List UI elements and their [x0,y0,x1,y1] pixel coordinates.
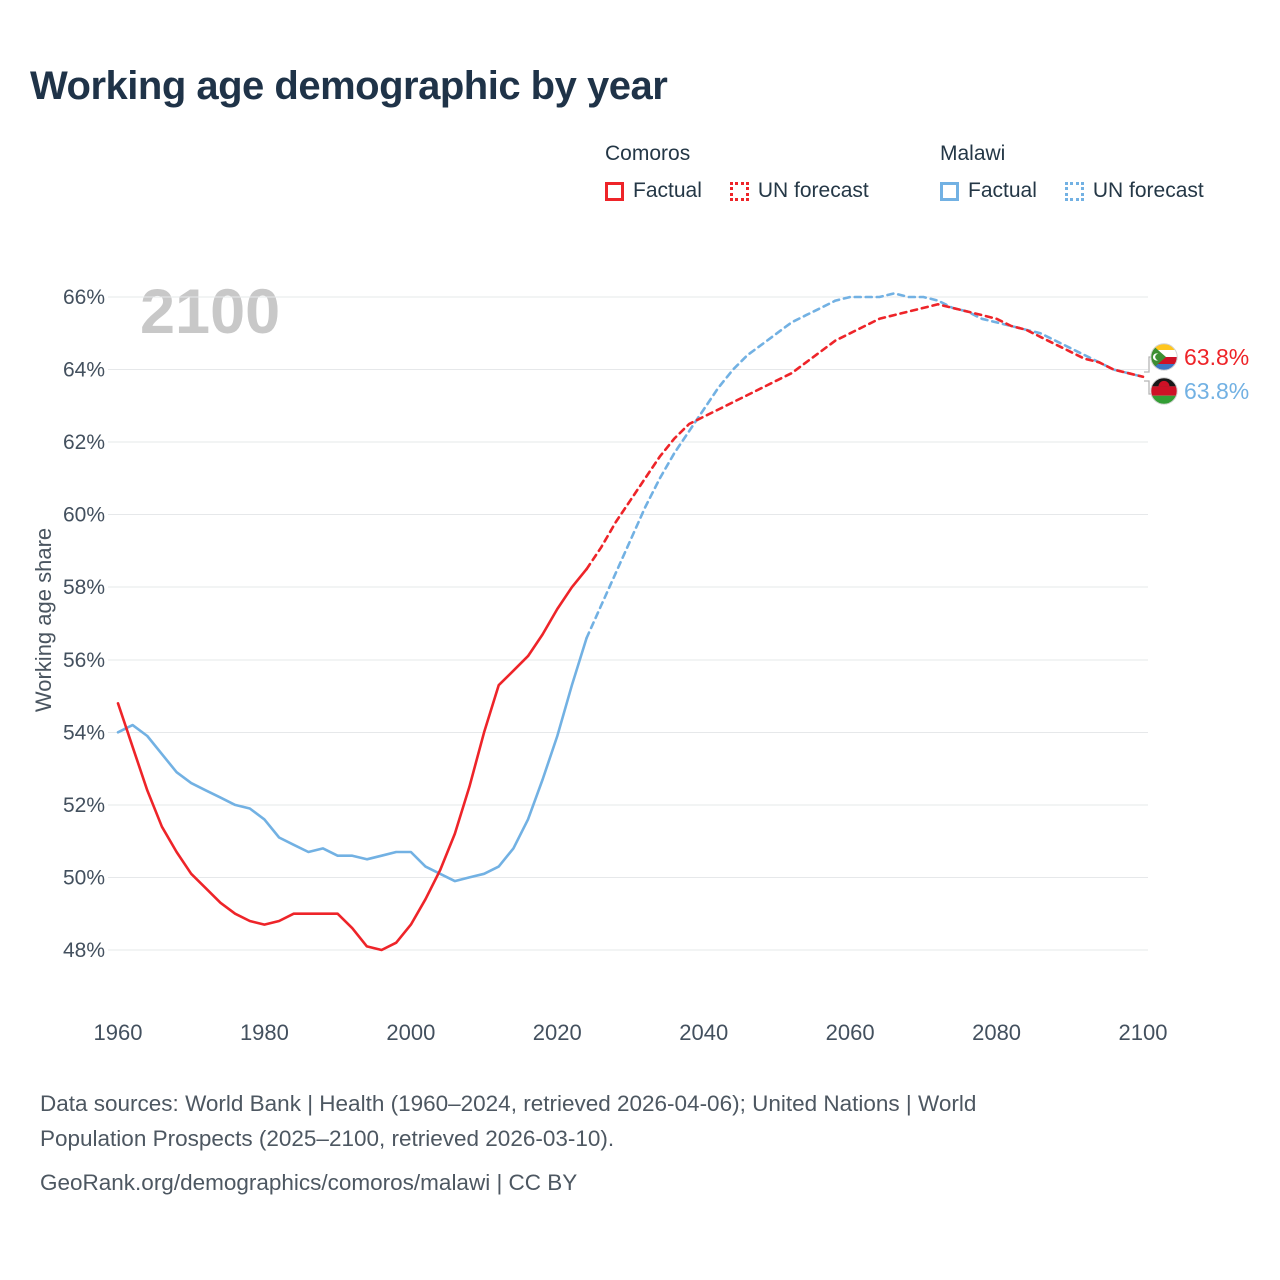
legend-country-comoros: Comoros [605,142,691,165]
y-tick-label: 66% [63,286,105,309]
y-tick-label: 58% [63,576,105,599]
series-line-malawi-factual[interactable] [116,636,588,883]
data-sources-note: Data sources: World Bank | Health (1960–… [40,1086,976,1200]
x-tick-label: 2080 [972,1020,1021,1045]
series-line-malawi-un-forecast[interactable] [585,292,1145,640]
legend-item-comoros-factual[interactable]: Factual [605,179,702,203]
legend-group-malawi: Malawi Factual UN forecast [940,142,1232,203]
comoros-factual-swatch-icon [605,181,624,201]
y-tick-label: 48% [63,939,105,962]
x-tick-label: 2020 [533,1020,582,1045]
line-chart: 48% 50% 52% 54% 56% 58% 60% 62% 64% 66% 1960 1980 2… [63,286,1168,1045]
x-tick-label: 2000 [386,1020,435,1045]
series-lines [116,292,1145,952]
footer-line: Population Prospects (2025–2100, retriev… [40,1126,615,1151]
watermark-year: 2100 [140,277,281,347]
series-end-labels: 63.8% 63.8% [1150,343,1249,411]
y-tick-label: 62% [63,431,105,454]
legend-item-malawi-factual[interactable]: Factual [940,179,1037,203]
y-tick-label: 56% [63,649,105,672]
x-tick-label: 1960 [94,1020,143,1045]
legend-group-comoros: Comoros Factual UN forecast [605,142,897,203]
page-title: Working age demographic by year [30,64,668,108]
y-tick-label: 64% [63,359,105,382]
footer-citation: GeoRank.org/demographics/comoros/malawi … [40,1170,578,1195]
malawi-flag-icon [1150,377,1178,405]
x-tick-label: 2040 [679,1020,728,1045]
y-tick-label: 60% [63,504,105,527]
comoros-flag-icon [1150,343,1178,371]
y-axis-tick-labels: 48% 50% 52% 54% 56% 58% 60% 62% 64% 66% [63,286,105,962]
legend-item-label: UN forecast [1092,179,1204,202]
legend-item-label: Factual [633,179,702,202]
x-tick-label: 1980 [240,1020,289,1045]
comoros-forecast-swatch-icon [729,181,749,201]
legend-country-malawi: Malawi [940,142,1006,165]
y-tick-label: 50% [63,866,105,889]
legend-item-label: UN forecast [757,179,869,202]
legend-item-label: Factual [968,179,1037,202]
footer-line: Data sources: World Bank | Health (1960–… [40,1091,977,1116]
malawi-forecast-swatch-icon [1064,181,1084,201]
series-line-comoros-factual[interactable] [116,567,588,952]
end-value-comoros: 63.8% [1184,343,1250,370]
gridlines [108,296,1148,951]
end-label-comoros: 63.8% [1150,343,1249,371]
end-label-malawi: 63.8% [1150,377,1249,405]
end-value-malawi: 63.8% [1184,377,1250,404]
y-tick-label: 54% [63,721,105,744]
series-line-comoros-un-forecast[interactable] [585,302,1145,571]
legend-item-malawi-forecast[interactable]: UN forecast [1064,179,1204,203]
x-tick-label: 2060 [826,1020,875,1045]
y-tick-label: 52% [63,794,105,817]
malawi-factual-swatch-icon [940,181,959,201]
legend-item-comoros-forecast[interactable]: UN forecast [729,179,869,203]
x-tick-label: 2100 [1119,1020,1168,1045]
x-axis-tick-labels: 1960 1980 2000 2020 2040 2060 2080 2100 [94,1020,1168,1045]
